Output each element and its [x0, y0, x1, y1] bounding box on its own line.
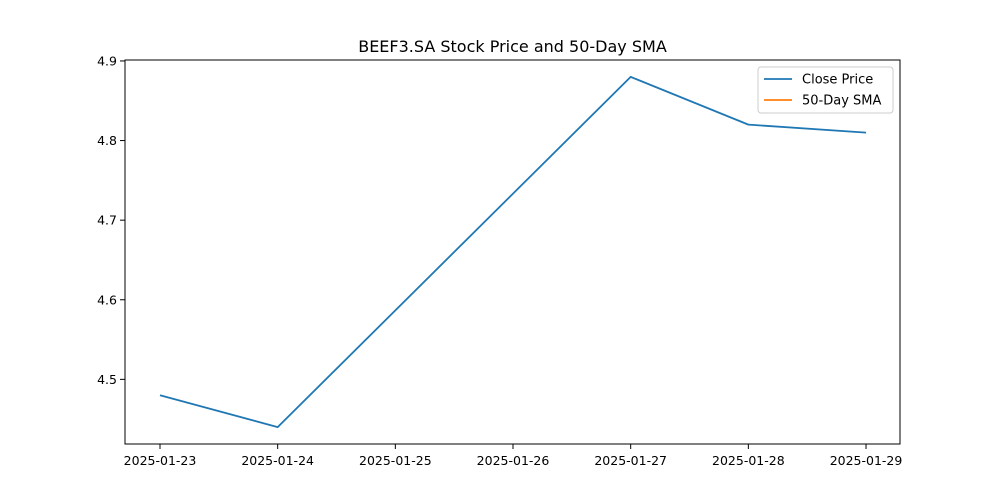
x-tick-label: 2025-01-25	[359, 453, 432, 468]
x-tick-label: 2025-01-26	[477, 453, 550, 468]
x-axis: 2025-01-23 2025-01-24 2025-01-25 2025-01-26…	[124, 444, 903, 468]
legend-label: 50-Day SMA	[802, 94, 882, 109]
x-tick-label: 2025-01-28	[712, 453, 785, 468]
x-tick-label: 2025-01-23	[124, 453, 197, 468]
y-tick-label: 4.7	[97, 213, 117, 228]
x-tick-label: 2025-01-24	[241, 453, 314, 468]
y-axis: 4.5 4.6 4.7 4.8 4.9	[97, 53, 125, 387]
y-tick-label: 4.5	[97, 372, 117, 387]
y-tick-label: 4.8	[97, 133, 117, 148]
legend-label: Close Price	[802, 73, 873, 88]
chart-title: BEEF3.SA Stock Price and 50-Day SMA	[358, 37, 667, 56]
y-tick-label: 4.9	[97, 53, 117, 68]
legend: Close Price 50-Day SMA	[757, 66, 894, 114]
y-tick-label: 4.6	[97, 292, 117, 307]
x-tick-label: 2025-01-29	[830, 453, 903, 468]
x-tick-label: 2025-01-27	[594, 453, 667, 468]
plot-frame	[124, 59, 901, 445]
plot-area	[124, 59, 901, 445]
series-layer	[159, 75, 867, 429]
